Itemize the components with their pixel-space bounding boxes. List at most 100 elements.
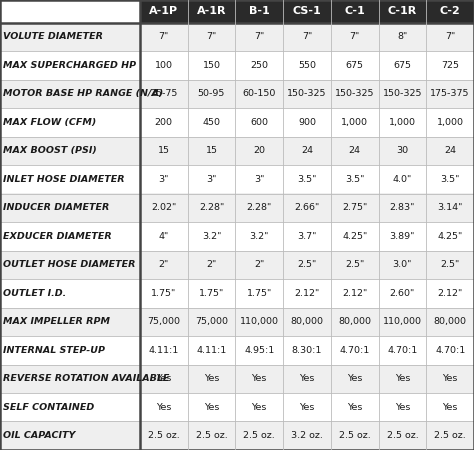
Text: 175-375: 175-375 bbox=[430, 89, 470, 98]
Bar bbox=[0, 0, 140, 22]
Text: 24: 24 bbox=[444, 146, 456, 155]
Text: 7": 7" bbox=[445, 32, 455, 41]
Text: 2": 2" bbox=[159, 260, 169, 269]
Bar bbox=[283, 222, 331, 251]
Text: 3": 3" bbox=[254, 175, 264, 184]
Bar bbox=[235, 222, 283, 251]
Text: 900: 900 bbox=[298, 118, 316, 127]
Text: 2.5 oz.: 2.5 oz. bbox=[386, 431, 418, 440]
Bar bbox=[188, 251, 235, 279]
Bar bbox=[379, 251, 426, 279]
Text: A-1P: A-1P bbox=[149, 6, 178, 16]
Text: OUTLET I.D.: OUTLET I.D. bbox=[3, 289, 66, 298]
Text: 1.75": 1.75" bbox=[199, 289, 224, 298]
Bar bbox=[188, 279, 235, 307]
Bar bbox=[0, 108, 140, 136]
Bar bbox=[140, 194, 188, 222]
Text: 600: 600 bbox=[250, 118, 268, 127]
Text: 2.83": 2.83" bbox=[390, 203, 415, 212]
Text: 60-150: 60-150 bbox=[243, 89, 276, 98]
Bar bbox=[426, 22, 474, 51]
Text: 3": 3" bbox=[206, 175, 217, 184]
Bar bbox=[331, 165, 379, 194]
Text: 2.28": 2.28" bbox=[246, 203, 272, 212]
Text: 2": 2" bbox=[206, 260, 217, 269]
Text: 2.5": 2.5" bbox=[440, 260, 460, 269]
Bar bbox=[379, 222, 426, 251]
Bar bbox=[0, 393, 140, 422]
Bar bbox=[0, 165, 140, 194]
Bar bbox=[283, 108, 331, 136]
Text: Yes: Yes bbox=[347, 403, 362, 412]
Text: 80,000: 80,000 bbox=[291, 317, 323, 326]
Text: 8": 8" bbox=[397, 32, 408, 41]
Text: 100: 100 bbox=[155, 61, 173, 70]
Bar bbox=[331, 0, 379, 22]
Bar bbox=[188, 422, 235, 450]
Text: MAX IMPELLER RPM: MAX IMPELLER RPM bbox=[3, 317, 110, 326]
Text: Yes: Yes bbox=[204, 403, 219, 412]
Text: 1,000: 1,000 bbox=[341, 118, 368, 127]
Bar bbox=[235, 251, 283, 279]
Text: 80,000: 80,000 bbox=[338, 317, 371, 326]
Bar bbox=[283, 422, 331, 450]
Bar bbox=[235, 307, 283, 336]
Text: Yes: Yes bbox=[252, 403, 267, 412]
Bar bbox=[283, 364, 331, 393]
Bar bbox=[379, 0, 426, 22]
Bar bbox=[379, 165, 426, 194]
Bar bbox=[235, 393, 283, 422]
Bar bbox=[140, 80, 188, 108]
Text: 2.12": 2.12" bbox=[438, 289, 463, 298]
Bar bbox=[140, 51, 188, 80]
Text: Yes: Yes bbox=[299, 374, 315, 383]
Text: 3.7": 3.7" bbox=[297, 232, 317, 241]
Text: 4.11:1: 4.11:1 bbox=[148, 346, 179, 355]
Text: C-1: C-1 bbox=[344, 6, 365, 16]
Text: 75,000: 75,000 bbox=[147, 317, 180, 326]
Text: 150-325: 150-325 bbox=[335, 89, 374, 98]
Bar bbox=[140, 279, 188, 307]
Text: INLET HOSE DIAMETER: INLET HOSE DIAMETER bbox=[3, 175, 125, 184]
Bar bbox=[379, 364, 426, 393]
Text: 7": 7" bbox=[349, 32, 360, 41]
Bar bbox=[379, 51, 426, 80]
Text: Yes: Yes bbox=[395, 374, 410, 383]
Bar bbox=[379, 393, 426, 422]
Bar bbox=[140, 307, 188, 336]
Bar bbox=[283, 22, 331, 51]
Bar bbox=[283, 251, 331, 279]
Text: 150: 150 bbox=[202, 61, 220, 70]
Text: Yes: Yes bbox=[442, 374, 458, 383]
Bar bbox=[140, 364, 188, 393]
Text: 3.5": 3.5" bbox=[440, 175, 460, 184]
Bar bbox=[0, 307, 140, 336]
Bar bbox=[331, 364, 379, 393]
Text: 2.02": 2.02" bbox=[151, 203, 176, 212]
Text: 3.14": 3.14" bbox=[438, 203, 463, 212]
Text: 150-325: 150-325 bbox=[287, 89, 327, 98]
Text: 4": 4" bbox=[159, 232, 169, 241]
Bar bbox=[0, 194, 140, 222]
Text: 150-325: 150-325 bbox=[383, 89, 422, 98]
Text: Yes: Yes bbox=[347, 374, 362, 383]
Text: C-2: C-2 bbox=[440, 6, 461, 16]
Bar bbox=[426, 108, 474, 136]
Bar bbox=[235, 51, 283, 80]
Bar bbox=[331, 336, 379, 364]
Bar bbox=[426, 251, 474, 279]
Bar bbox=[283, 194, 331, 222]
Bar bbox=[426, 80, 474, 108]
Text: INDUCER DIAMETER: INDUCER DIAMETER bbox=[3, 203, 109, 212]
Bar bbox=[426, 393, 474, 422]
Bar bbox=[283, 136, 331, 165]
Bar bbox=[331, 194, 379, 222]
Text: 110,000: 110,000 bbox=[383, 317, 422, 326]
Bar bbox=[426, 51, 474, 80]
Text: 7": 7" bbox=[206, 32, 217, 41]
Text: 3.89": 3.89" bbox=[390, 232, 415, 241]
Text: 450: 450 bbox=[202, 118, 220, 127]
Text: 4.70:1: 4.70:1 bbox=[435, 346, 465, 355]
Bar bbox=[235, 336, 283, 364]
Text: 1.75": 1.75" bbox=[151, 289, 176, 298]
